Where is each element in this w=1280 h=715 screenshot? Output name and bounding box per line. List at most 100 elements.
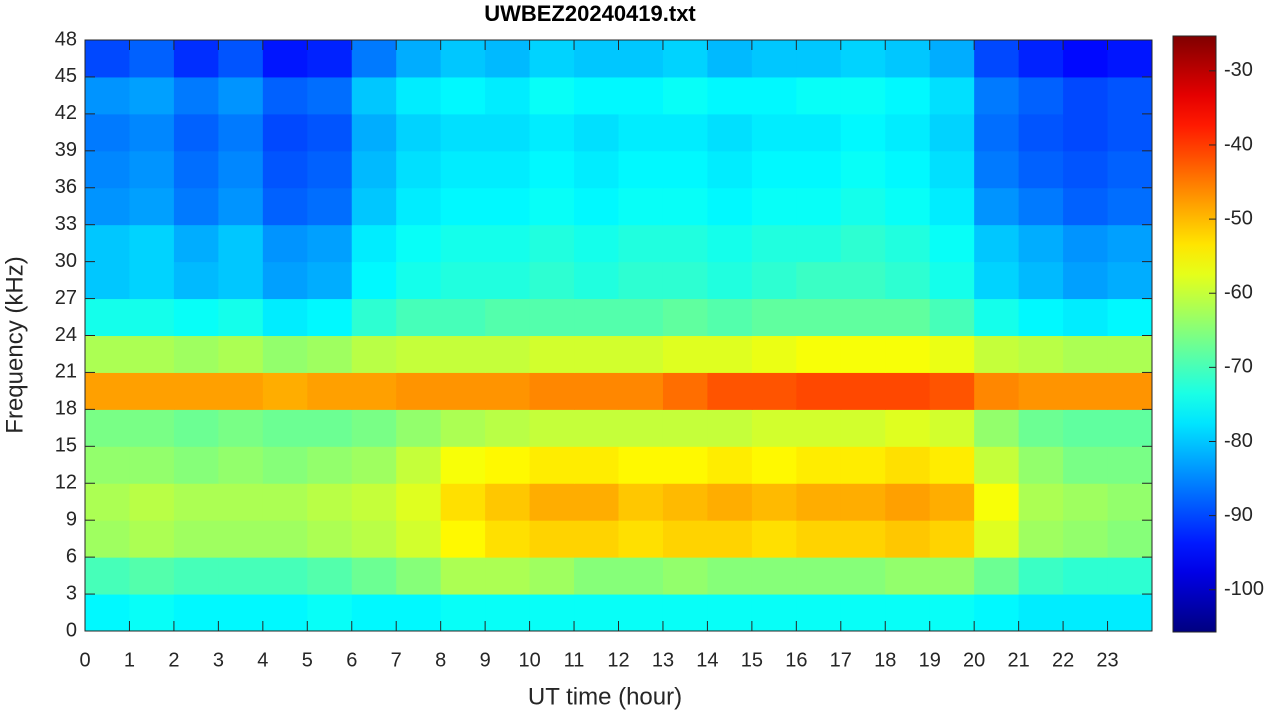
- heatmap-cell: [129, 520, 175, 558]
- heatmap-cell: [485, 335, 531, 373]
- heatmap-cell: [707, 76, 753, 115]
- heatmap-cell: [529, 335, 575, 373]
- heatmap-cell: [840, 113, 886, 152]
- heatmap-cell: [707, 372, 753, 410]
- heatmap-cell: [574, 40, 619, 78]
- heatmap-cell: [707, 150, 753, 189]
- y-tick-label: 39: [55, 139, 77, 161]
- heatmap-cell: [396, 261, 442, 300]
- heatmap-cell: [796, 40, 842, 78]
- heatmap-cell: [662, 520, 708, 558]
- heatmap-cell: [485, 298, 531, 336]
- heatmap-cell: [796, 113, 842, 152]
- heatmap-cell: [929, 187, 975, 226]
- heatmap-cell: [351, 557, 397, 595]
- heatmap-cell: [218, 372, 264, 410]
- x-tick-label: 10: [518, 649, 540, 671]
- heatmap-cell: [574, 113, 619, 152]
- heatmap-cell: [485, 372, 531, 410]
- heatmap-cell: [885, 557, 931, 595]
- heatmap-cell: [529, 594, 575, 632]
- heatmap-cell: [574, 76, 619, 115]
- heatmap-cell: [529, 40, 575, 78]
- heatmap-cell: [485, 557, 531, 595]
- heatmap-cell: [396, 446, 442, 484]
- y-tick-label: 6: [66, 545, 77, 567]
- heatmap-cell: [262, 187, 308, 226]
- heatmap-cell: [218, 187, 264, 226]
- heatmap-cell: [574, 483, 619, 521]
- heatmap-cell: [929, 446, 975, 484]
- heatmap-cell: [574, 446, 619, 484]
- y-axis-label: Frequency (kHz): [1, 256, 28, 433]
- heatmap-cell: [529, 261, 575, 300]
- heatmap-cell: [85, 557, 130, 595]
- heatmap-cell: [1107, 298, 1153, 336]
- heatmap-cell: [173, 150, 219, 189]
- heatmap-cell: [885, 76, 931, 115]
- heatmap-cell: [351, 187, 397, 226]
- heatmap-cell: [885, 150, 931, 189]
- heatmap-cell: [262, 372, 308, 410]
- heatmap-cell: [974, 298, 1020, 336]
- heatmap-cell: [485, 261, 531, 300]
- heatmap-cell: [662, 557, 708, 595]
- heatmap-cell: [840, 76, 886, 115]
- heatmap-cell: [707, 446, 753, 484]
- heatmap-cell: [751, 520, 797, 558]
- heatmap-cell: [662, 446, 708, 484]
- heatmap-cell: [262, 40, 308, 78]
- heatmap-cell: [796, 335, 842, 373]
- heatmap-cell: [929, 261, 975, 300]
- heatmap-cell: [262, 483, 308, 521]
- heatmap-cell: [440, 557, 486, 595]
- heatmap-cell: [307, 224, 353, 263]
- heatmap-cell: [574, 187, 619, 226]
- heatmap-cell: [85, 113, 130, 152]
- heatmap-cell: [396, 557, 442, 595]
- heatmap-cell: [662, 224, 708, 263]
- x-tick-label: 1: [124, 649, 135, 671]
- heatmap-cell: [796, 150, 842, 189]
- heatmap-cell: [662, 261, 708, 300]
- heatmap-cell: [751, 261, 797, 300]
- heatmap-cell: [218, 335, 264, 373]
- heatmap-cell: [618, 557, 664, 595]
- heatmap-cell: [307, 40, 353, 78]
- heatmap-cell: [796, 409, 842, 447]
- y-tick-label: 42: [55, 102, 77, 124]
- heatmap-cell: [485, 224, 531, 263]
- heatmap-cell: [218, 40, 264, 78]
- heatmap-cell: [707, 594, 753, 632]
- heatmap-cell: [485, 187, 531, 226]
- heatmap-cell: [929, 483, 975, 521]
- heatmap-cell: [796, 557, 842, 595]
- heatmap-cell: [751, 113, 797, 152]
- x-tick-label: 8: [435, 649, 446, 671]
- heatmap-cell: [796, 483, 842, 521]
- x-tick-label: 13: [652, 649, 674, 671]
- heatmap-cell: [751, 594, 797, 632]
- heatmap-cell: [929, 113, 975, 152]
- heatmap-cell: [396, 40, 442, 78]
- heatmap-cell: [262, 520, 308, 558]
- heatmap-cell: [1107, 372, 1153, 410]
- heatmap-cell: [1063, 76, 1109, 115]
- heatmap-cell: [1107, 224, 1153, 263]
- heatmap-cell: [1107, 187, 1153, 226]
- heatmap-cell: [1018, 224, 1064, 263]
- heatmap-cell: [440, 150, 486, 189]
- y-tick-label: 18: [55, 398, 77, 420]
- heatmap-cell: [1107, 446, 1153, 484]
- heatmap-cell: [885, 113, 931, 152]
- heatmap-cell: [173, 76, 219, 115]
- heatmap-cell: [485, 409, 531, 447]
- heatmap-cell: [974, 372, 1020, 410]
- heatmap-cell: [662, 76, 708, 115]
- heatmap-cell: [707, 187, 753, 226]
- x-tick-label: 16: [785, 649, 807, 671]
- heatmap-cell: [1018, 113, 1064, 152]
- heatmap-cell: [307, 76, 353, 115]
- heatmap-cell: [485, 520, 531, 558]
- heatmap-cell: [262, 113, 308, 152]
